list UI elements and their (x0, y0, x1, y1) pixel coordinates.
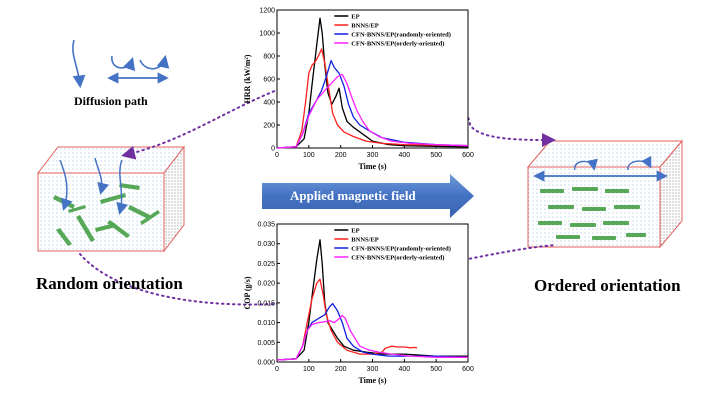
y-tick-label: 400 (263, 100, 275, 107)
x-axis-label: Time (s) (358, 376, 386, 385)
y-tick-label: 1000 (259, 31, 275, 38)
y-tick-label: 600 (263, 77, 275, 84)
x-tick-label: 200 (335, 366, 347, 373)
x-tick-label: 400 (398, 152, 410, 159)
y-tick-label: 0.015 (257, 300, 275, 307)
series-line-3 (276, 73, 469, 149)
random-orientation-label: Random orientation (36, 274, 183, 293)
legend-entry: CFN-BNNS/EP(orderly-oriented) (351, 41, 444, 48)
ordered-orientation-label: Ordered orientation (534, 276, 681, 295)
y-axis-label: COP (g/s) (243, 276, 252, 309)
y-tick-label: 200 (263, 123, 275, 130)
x-tick-label: 300 (367, 366, 379, 373)
x-tick-label: 100 (303, 152, 315, 159)
x-tick-label: 200 (335, 152, 347, 159)
x-tick-label: 600 (462, 366, 474, 373)
legend-entry: EP (351, 228, 359, 235)
series-line-1 (276, 278, 418, 361)
y-tick-label: 1200 (259, 8, 275, 15)
legend-entry: BNNS/EP (351, 237, 378, 244)
x-tick-label: 300 (367, 152, 379, 159)
ordered-orientation-box (526, 139, 684, 249)
y-tick-label: 0.005 (257, 340, 275, 347)
y-tick-label: 800 (263, 54, 275, 61)
y-tick-label: 0.010 (257, 320, 275, 327)
y-tick-label: 0.000 (257, 360, 275, 367)
x-tick-label: 400 (398, 366, 410, 373)
x-tick-label: 500 (430, 366, 442, 373)
y-tick-label: 0.035 (257, 222, 275, 229)
applied-field-label: Applied magnetic field (290, 188, 416, 203)
y-tick-label: 0.020 (257, 281, 275, 288)
series-line-3 (276, 314, 468, 361)
series-line-0 (276, 239, 468, 361)
legend-entry: CFN-BNNS/EP(orderly-oriented) (351, 255, 444, 262)
legend-entry: CFN-BNNS/EP(randomly-oriented) (351, 246, 451, 253)
x-tick-label: 0 (275, 152, 279, 159)
x-tick-label: 0 (275, 366, 279, 373)
diffusion-path-icon (72, 39, 170, 89)
y-tick-label: 0 (271, 146, 275, 153)
magnetic-field-arrow (262, 174, 474, 218)
legend-entry: CFN-BNNS/EP(randomly-oriented) (351, 32, 451, 39)
x-tick-label: 600 (462, 152, 474, 159)
legend-entry: EP (351, 14, 359, 21)
x-tick-label: 100 (303, 366, 315, 373)
y-axis-label: HRR (kW/m²) (243, 54, 252, 103)
random-orientation-box (36, 145, 186, 253)
x-tick-label: 500 (430, 152, 442, 159)
series-line-1 (276, 48, 469, 149)
y-tick-label: 0.025 (257, 261, 275, 268)
legend-entry: BNNS/EP (351, 23, 378, 30)
x-axis-label: Time (s) (358, 162, 386, 171)
y-tick-label: 0.030 (257, 241, 275, 248)
diffusion-path-label: Diffusion path (74, 94, 148, 108)
